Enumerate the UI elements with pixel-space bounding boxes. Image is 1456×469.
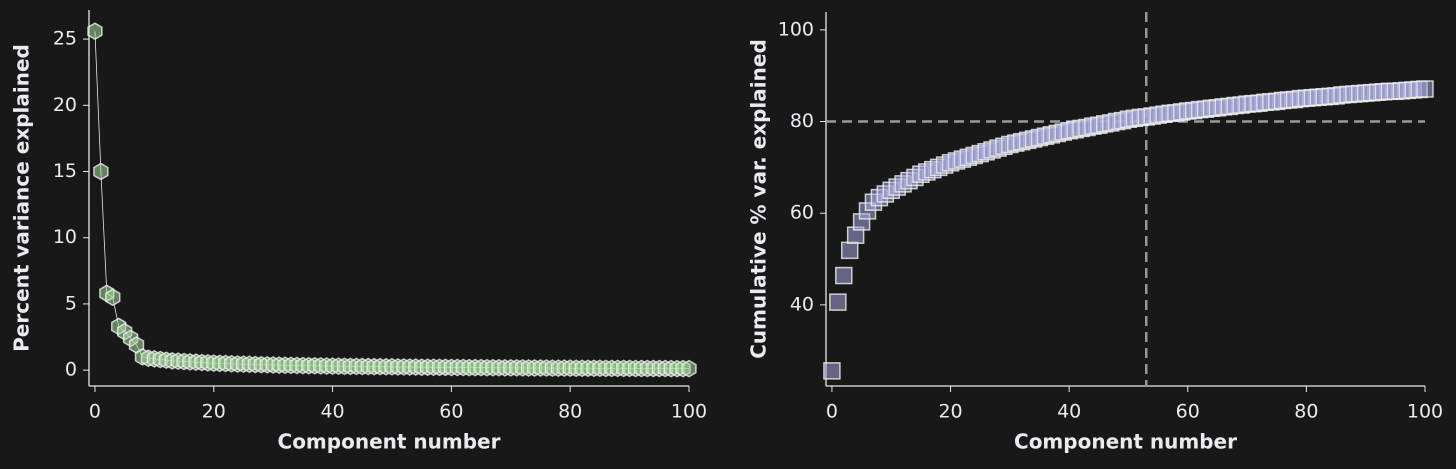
square-marker: [823, 362, 841, 380]
y-tick-label: 15: [53, 160, 77, 182]
x-axis-label: Component number: [1014, 430, 1237, 454]
hexagon-marker: [105, 288, 121, 307]
x-tick-label: 0: [89, 401, 101, 423]
x-tick-label: 40: [320, 401, 344, 423]
hexagon-marker: [681, 359, 697, 378]
y-tick-label: 25: [53, 28, 77, 50]
y-tick-label: 0: [65, 359, 77, 381]
x-tick-label: 20: [202, 401, 226, 423]
hexagon-marker: [87, 22, 103, 41]
y-tick-label: 20: [53, 94, 77, 116]
y-tick-label: 60: [790, 202, 814, 224]
x-tick-label: 60: [439, 401, 463, 423]
x-tick-label: 20: [938, 401, 962, 423]
x-tick-label: 80: [558, 401, 582, 423]
line: [94, 31, 689, 370]
square-marker: [1416, 80, 1434, 98]
x-tick-label: 60: [1176, 401, 1200, 423]
y-tick-label: 80: [790, 110, 814, 132]
y-tick-label: 5: [65, 292, 77, 314]
y-tick-label: 40: [790, 293, 814, 315]
subplot: 0 20 40 60 80 100 0 5 10 15 20 25 Component number Pe…: [10, 10, 707, 454]
y-tick-label: 10: [53, 226, 77, 248]
y-tick-label: 100: [778, 18, 814, 40]
x-axis-label: Component number: [278, 430, 501, 454]
y-axis-label: Percent variance explained: [10, 44, 34, 352]
x-tick-label: 40: [1057, 401, 1081, 423]
square-marker: [840, 241, 859, 260]
y-axis-label: Cumulative % var. explained: [747, 39, 771, 359]
x-tick-label: 80: [1294, 401, 1318, 423]
x-tick-label: 100: [671, 401, 707, 423]
hexagon-marker: [93, 162, 109, 181]
subplot: 0 20 40 60 80 100 40 60 80 100 Component number Cum…: [747, 12, 1443, 454]
x-tick-label: 0: [826, 401, 838, 423]
square-marker: [835, 266, 853, 285]
square-marker: [829, 293, 847, 311]
x-tick-label: 100: [1407, 401, 1443, 423]
